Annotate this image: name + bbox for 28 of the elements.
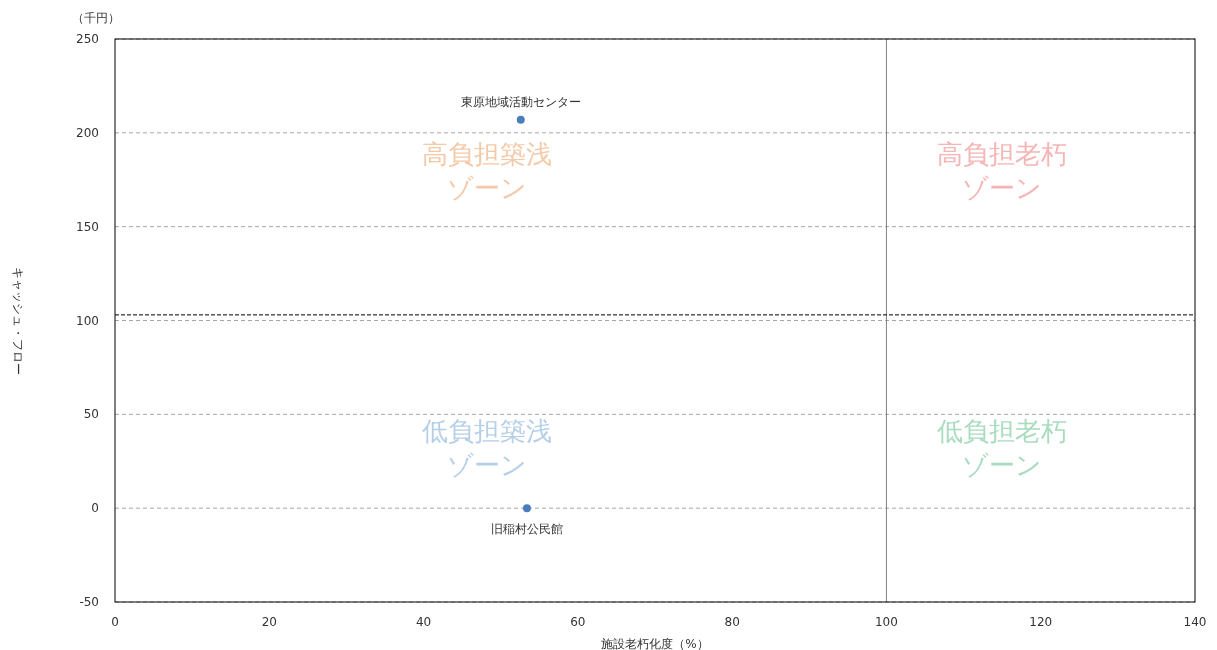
y-axis-title: キャッシュ・フロー <box>11 266 25 375</box>
y-tick-label: 50 <box>83 407 99 422</box>
x-tick-label: 80 <box>724 615 740 629</box>
x-tick-label: 100 <box>874 615 898 629</box>
annotation: 東原地域活動センター <box>460 94 581 109</box>
y-tick-label: 200 <box>76 125 99 140</box>
x-tick-label: 120 <box>1029 615 1053 629</box>
y-tick-label: -50 <box>79 595 99 609</box>
x-tick-label: 140 <box>1183 615 1207 629</box>
annotation: 高負担老朽 <box>936 139 1067 169</box>
y-tick-label: 150 <box>76 219 99 234</box>
x-tick-label: 40 <box>415 615 432 629</box>
annotation: ゾーン <box>961 450 1042 480</box>
annotation: ゾーン <box>446 450 527 480</box>
x-tick-label: 20 <box>261 615 277 629</box>
x-tick-label: 0 <box>111 615 119 629</box>
x-tick-label: 60 <box>570 615 586 629</box>
y-tick-label: 0 <box>91 501 99 516</box>
annotation: ゾーン <box>961 173 1042 203</box>
y-tick-label: 250 <box>76 32 99 46</box>
annotation: 高負担築浅 <box>421 139 552 169</box>
annotation: ゾーン <box>446 173 527 203</box>
annotation: 低負担築浅 <box>421 416 552 446</box>
annotation: 低負担老朽 <box>936 416 1067 446</box>
x-axis-title: 施設老朽化度（%） <box>601 637 709 650</box>
y-tick-label: 100 <box>76 313 99 328</box>
text: （千円） <box>72 11 120 25</box>
annotation: 旧稲村公民館 <box>490 522 563 537</box>
